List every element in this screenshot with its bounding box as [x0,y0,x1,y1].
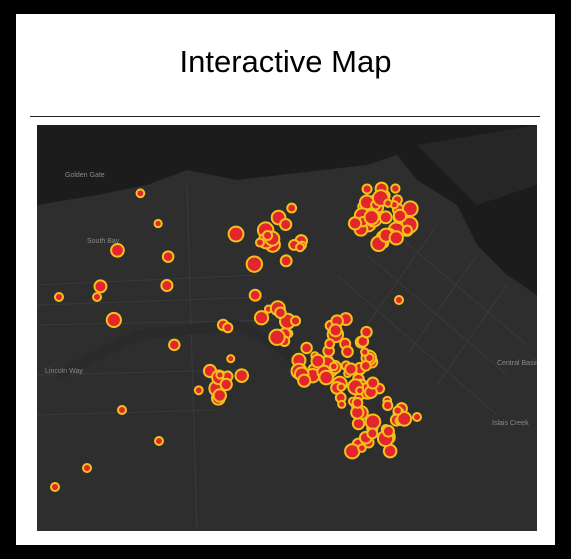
marker[interactable] [347,216,363,231]
marker[interactable] [412,412,422,422]
map-label: South Bay [87,238,120,245]
marker[interactable] [215,370,225,380]
marker[interactable] [248,288,262,302]
marker[interactable] [289,315,302,327]
marker[interactable] [279,254,293,268]
marker[interactable] [341,345,354,358]
marker[interactable] [351,397,364,409]
marker[interactable] [110,242,125,258]
marker[interactable] [161,250,175,263]
marker[interactable] [274,306,287,319]
marker[interactable] [226,354,236,364]
map-label: Islais Creek [492,420,529,427]
marker[interactable] [361,183,373,195]
marker[interactable] [54,292,64,302]
map-label: Lincoln Way [45,368,83,375]
land [417,125,537,205]
marker[interactable] [366,427,379,440]
marker[interactable] [355,386,365,396]
streets [37,184,528,531]
marker[interactable] [324,338,336,350]
marker[interactable] [390,183,401,194]
marker[interactable] [363,209,380,226]
marker[interactable] [388,230,404,246]
marker[interactable] [154,436,164,446]
marker[interactable] [219,377,233,392]
marker[interactable] [401,200,419,218]
marker[interactable] [222,322,234,334]
markers [50,181,422,492]
marker[interactable] [392,208,408,224]
marker[interactable] [254,237,265,248]
marker[interactable] [262,229,274,241]
marker[interactable] [382,399,394,412]
marker[interactable] [383,198,393,208]
marker[interactable] [117,405,127,415]
marker[interactable] [357,443,367,453]
marker[interactable] [135,188,146,199]
marker[interactable] [328,323,343,338]
marker[interactable] [286,202,298,214]
marker[interactable] [351,416,366,431]
marker[interactable] [168,338,181,352]
marker[interactable] [160,279,174,293]
marker[interactable] [295,242,306,253]
marker[interactable] [360,325,373,339]
marker[interactable] [378,210,393,225]
map: Golden Gate South Bay Lincoln Way Centra… [37,125,537,531]
marker[interactable] [279,217,293,232]
map-label: Golden Gate [65,172,105,179]
marker[interactable] [401,224,413,236]
marker[interactable] [396,410,413,427]
marker[interactable] [93,279,108,294]
marker[interactable] [344,443,361,460]
marker[interactable] [360,360,372,372]
map-label: Central Basin [497,360,537,367]
marker[interactable] [212,388,227,403]
marker[interactable] [300,341,313,355]
marker[interactable] [336,382,346,392]
park [54,319,301,380]
marker[interactable] [318,369,334,386]
marker[interactable] [310,353,326,369]
title: Interactive Map [179,44,392,79]
marker[interactable] [50,482,60,492]
marker[interactable] [392,405,403,416]
marker[interactable] [364,413,382,431]
marker[interactable] [82,463,92,473]
marker[interactable] [344,362,358,376]
marker[interactable] [381,424,395,438]
marker[interactable] [297,373,312,388]
marker[interactable] [105,311,122,329]
marker[interactable] [337,399,347,409]
marker[interactable] [153,218,163,229]
marker[interactable] [366,376,380,390]
marker[interactable] [329,361,339,372]
marker[interactable] [360,347,370,357]
marker[interactable] [268,328,286,346]
marker[interactable] [394,295,404,305]
marker[interactable] [227,225,245,243]
marker[interactable] [245,255,264,273]
marker[interactable] [253,310,270,326]
divider [30,116,540,117]
marker[interactable] [234,368,250,383]
marker[interactable] [92,292,102,302]
marker[interactable] [193,385,204,396]
panel: Interactive Map Golden Gate South Bay Li… [16,14,555,545]
